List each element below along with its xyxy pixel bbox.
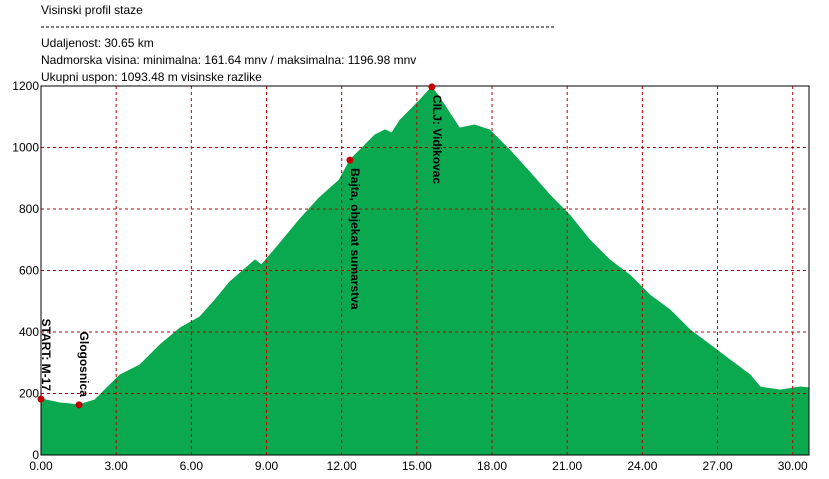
plot-border [40,85,810,456]
waypoint [75,401,83,409]
y-tick-label: 800 [19,202,39,216]
y-tick-label: 200 [19,387,39,401]
waypoint-label: CILJ: Vidikovac [430,95,444,184]
x-tick-label: 9.00 [255,459,279,473]
x-tick-label: 24.00 [627,459,657,473]
x-tick-label: 3.00 [104,459,128,473]
x-tick-label: 21.00 [552,459,582,473]
waypoint [346,156,354,164]
x-tick-label: 30.00 [778,459,808,473]
info-line: Ukupni uspon: 1093.48 m visinske razlike [41,70,262,84]
x-tick-label: 12.00 [327,459,357,473]
waypoint [37,395,45,403]
x-tick-label: 27.00 [703,459,733,473]
y-tick-label: 600 [19,264,39,278]
info-line: Nadmorska visina: minimalna: 161.64 mnv … [41,53,416,67]
y-tick-label: 400 [19,325,39,339]
y-tick-label: 0 [32,448,39,462]
x-tick-label: 15.00 [402,459,432,473]
waypoint-label: START: M-17 [39,319,53,392]
x-tick-label: 6.00 [180,459,204,473]
y-tick-label: 1000 [12,141,39,155]
x-tick-label: 0.00 [29,459,53,473]
y-tick-label: 1200 [12,79,39,93]
chart-title: Visinski profil staze [41,3,143,17]
waypoint-label: Bajta, objekat sumarstva [348,168,362,310]
x-tick-label: 18.00 [477,459,507,473]
waypoint-label: Glogosnica [77,332,91,398]
info-line: Udaljenost: 30.65 km [41,36,154,50]
waypoint [428,83,436,91]
